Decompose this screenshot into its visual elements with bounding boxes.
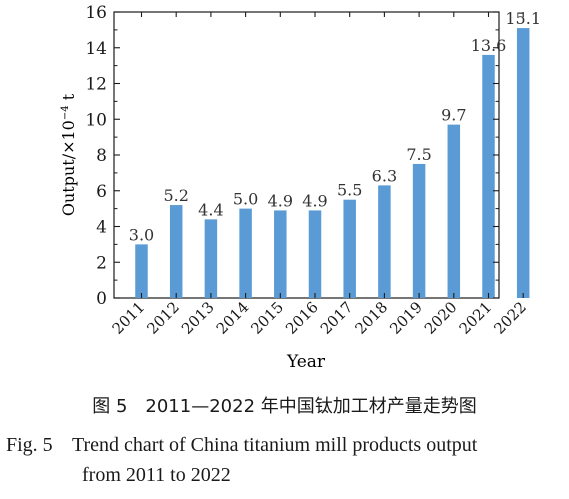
y-tick-label: 10 [85, 110, 107, 130]
y-axis-label-suffix: t [59, 93, 78, 105]
bar [204, 219, 218, 298]
y-tick-label: 14 [85, 39, 107, 59]
bar-value-label: 4.9 [302, 191, 327, 210]
bar-value-label: 7.5 [406, 145, 431, 164]
x-tick-label: 2014 [213, 298, 253, 338]
bar [516, 28, 530, 299]
y-tick-label: 2 [96, 253, 107, 273]
bar-value-label: 9.7 [441, 106, 466, 125]
x-tick-label: 2015 [247, 298, 287, 338]
bar-value-label: 6.3 [372, 166, 397, 185]
bar [447, 124, 461, 298]
bars-group [135, 28, 530, 299]
figure-caption-chinese: 图 5 2011—2022 年中国钛加工材产量走势图 [92, 396, 477, 417]
bar [378, 185, 391, 298]
y-tick-label: 4 [96, 218, 107, 238]
x-tick-label: 2011 [109, 298, 149, 338]
bar-value-label: 15.1 [505, 9, 541, 28]
x-tick-label: 2019 [386, 298, 426, 338]
bar [239, 208, 252, 298]
bar-value-label: 5.2 [163, 186, 188, 205]
bar-value-label: 4.9 [268, 191, 293, 210]
y-tick-label: 6 [96, 182, 107, 202]
bar [343, 199, 356, 298]
bar [412, 163, 426, 298]
x-tick-label: 2020 [421, 298, 461, 338]
figure-caption-label: Fig. 5 [6, 434, 53, 456]
y-axis-label-prefix: Output/×10 [59, 120, 78, 216]
x-tick-label: 2013 [178, 298, 218, 338]
value-labels-group: 3.0 5.2 4.4 5.0 4.9 4.9 5.5 6.3 7.5 9.7 13.6 15.1 [129, 9, 541, 244]
bar [169, 205, 183, 298]
x-tick-label: 2018 [351, 298, 391, 338]
bar-value-label: 5.0 [233, 190, 258, 209]
figure-caption-line2: from 2011 to 2022 [82, 464, 231, 486]
bar-value-label: 5.5 [337, 181, 362, 200]
bar [308, 210, 322, 298]
figure-caption-english: Fig. 5 Trend chart of China titanium mill… [6, 430, 566, 490]
bar-chart: 3.0 5.2 4.4 5.0 4.9 4.9 5.5 6.3 7.5 9.7 13.6 15.1 0… [59, 3, 541, 372]
x-tick-label: 2021 [456, 298, 496, 338]
x-tick-label: 2017 [317, 298, 357, 338]
figure-caption-line1: Trend chart of China titanium mill produ… [72, 434, 478, 456]
y-tick-label: 12 [85, 75, 107, 95]
x-tick-label: 2022 [490, 298, 530, 338]
bar [482, 54, 495, 299]
y-axis: 0 2 4 6 8 10 12 14 16 [85, 3, 499, 309]
bar-value-label: 3.0 [129, 225, 154, 244]
bar [274, 210, 287, 298]
x-axis-label: Year [286, 352, 326, 372]
bar [135, 244, 148, 298]
y-tick-label: 16 [85, 3, 107, 23]
y-tick-label: 8 [96, 146, 107, 166]
bar-value-label: 13.6 [471, 36, 507, 55]
x-tick-label: 2012 [143, 298, 183, 338]
y-axis-label: Output/×10−4 t [59, 93, 78, 216]
bar-value-label: 4.4 [198, 200, 223, 219]
y-tick-label: 0 [96, 289, 107, 309]
y-axis-label-exponent: −4 [60, 105, 71, 120]
x-tick-label: 2016 [282, 298, 322, 338]
